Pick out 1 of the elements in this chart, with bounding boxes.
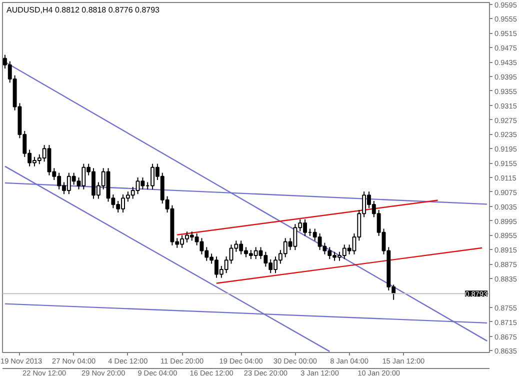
chart-title: AUDUSD,H4 0.8812 0.8818 0.8776 0.8793	[6, 6, 160, 14]
